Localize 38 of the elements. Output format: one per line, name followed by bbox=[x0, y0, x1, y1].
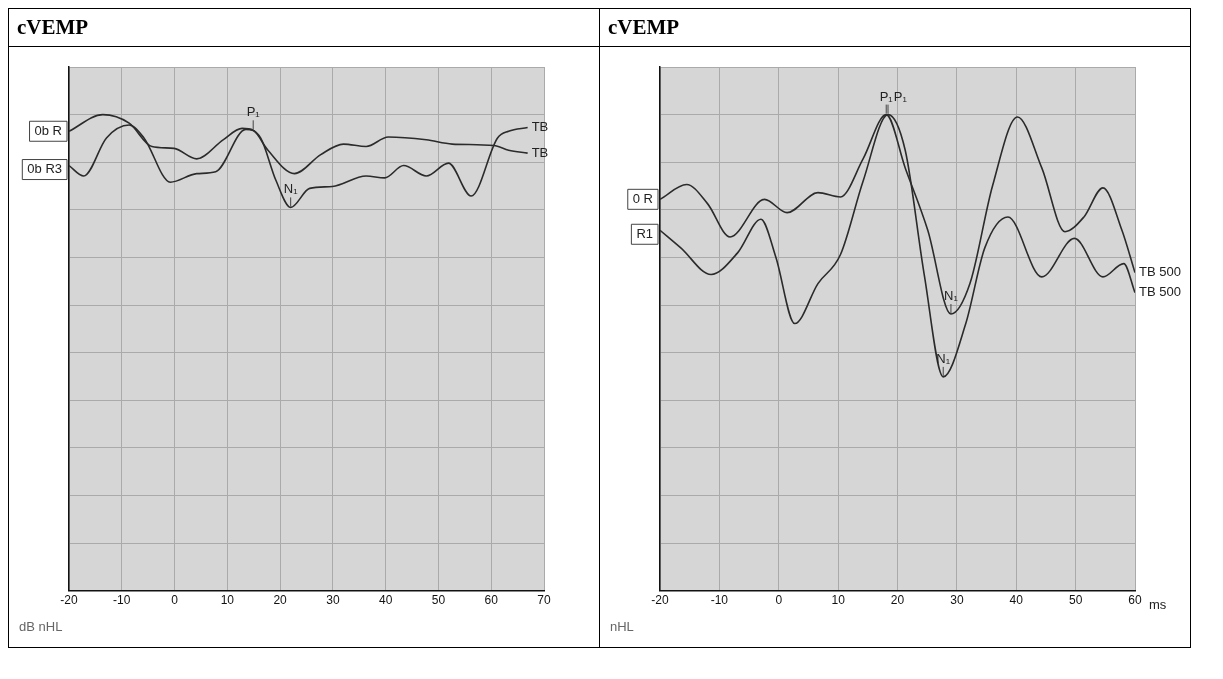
x-tick-label: -20 bbox=[651, 593, 669, 608]
series-label: R1 bbox=[636, 225, 654, 241]
x-tick-label: 20 bbox=[890, 593, 905, 608]
annotation: TB bbox=[531, 119, 549, 135]
annotation: P₁ bbox=[893, 88, 908, 104]
chart-title: cVEMP bbox=[9, 9, 599, 47]
annotation: TB bbox=[531, 144, 549, 160]
x-tick-label: 10 bbox=[831, 593, 846, 608]
series-label: 0b R bbox=[34, 122, 63, 138]
chart-title: cVEMP bbox=[600, 9, 1190, 47]
x-tick-label: -20 bbox=[60, 593, 78, 608]
x-tick-label: 10 bbox=[220, 593, 235, 608]
annotation: TB 500 bbox=[1139, 284, 1181, 300]
series-label: 0b R3 bbox=[27, 161, 63, 177]
text: dB nHL bbox=[19, 618, 63, 634]
x-tick-label: 30 bbox=[326, 593, 340, 608]
x-tick-label: -10 bbox=[710, 593, 729, 608]
annotation: N₁ bbox=[936, 350, 951, 366]
annotation: P₁ bbox=[246, 104, 261, 120]
x-tick-label: 20 bbox=[273, 593, 288, 608]
annotation: P₁ bbox=[879, 88, 894, 104]
x-tick-label: 30 bbox=[950, 593, 964, 608]
x-tick-label: 0 bbox=[171, 593, 179, 608]
annotation: TB 500 bbox=[1139, 264, 1181, 280]
x-tick-label: 60 bbox=[484, 593, 499, 608]
x-tick-label: 60 bbox=[1128, 593, 1142, 608]
text: nHL bbox=[610, 618, 634, 634]
annotation: N₁ bbox=[944, 288, 959, 304]
x-tick-label: 0 bbox=[775, 593, 783, 608]
series-label: 0 R bbox=[632, 190, 653, 206]
x-tick-label: 70 bbox=[537, 593, 551, 608]
annotation: N₁ bbox=[283, 181, 299, 197]
x-axis-title: ms bbox=[1149, 596, 1167, 612]
x-tick-label: 40 bbox=[1009, 593, 1024, 608]
x-tick-label: 50 bbox=[1068, 593, 1083, 608]
x-tick-label: -10 bbox=[113, 593, 131, 608]
x-tick-label: 50 bbox=[431, 593, 446, 608]
x-tick-label: 40 bbox=[378, 593, 393, 608]
